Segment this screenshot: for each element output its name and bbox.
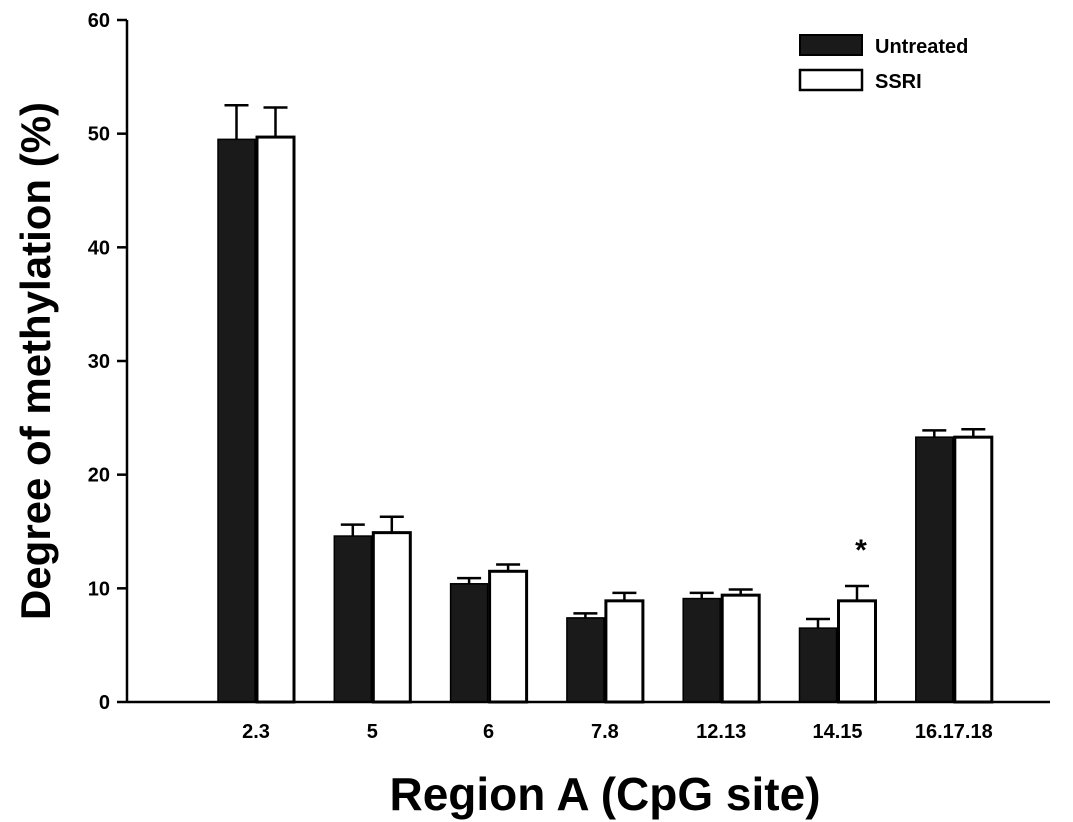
legend-swatch-untreated (799, 34, 863, 56)
y-tick-label: 0 (99, 692, 110, 714)
bars-layer (217, 135, 994, 704)
x-tick-label: 5 (367, 721, 378, 743)
x-tick-label: 12.13 (696, 721, 746, 743)
bar-ssri-12-13 (720, 593, 761, 704)
bar-ssri-2-3 (255, 135, 296, 704)
bar-ssri-7-8 (604, 599, 645, 704)
y-axis-title: Degree of methylation (%) (12, 102, 59, 620)
y-tick-label: 50 (88, 124, 110, 146)
bar-ssri-6 (488, 569, 529, 704)
y-tick-label: 60 (88, 10, 110, 32)
bar-ssri-14-15 (837, 599, 877, 704)
x-tick-label: 2.3 (242, 721, 270, 743)
legend-label-ssri: SSRI (875, 71, 922, 93)
x-ticks: 2.3 5 6 7.8 12.13 14.15 16.17.18 (242, 721, 993, 743)
bar-ssri-16-17-18 (953, 435, 994, 704)
legend-swatch-ssri (798, 68, 864, 92)
bar-untreated-16-17-18 (915, 436, 954, 703)
error-bars-layer (224, 104, 986, 629)
y-ticks: 0 10 20 30 40 50 60 (88, 10, 127, 714)
x-axis-title: Region A (CpG site) (389, 768, 820, 820)
significance-marker: * (855, 534, 867, 567)
y-tick-label: 30 (88, 351, 110, 373)
bar-untreated-12-13 (682, 597, 721, 703)
bar-untreated-2-3 (217, 138, 256, 703)
bar-ssri-5 (371, 531, 412, 704)
bar-untreated-14-15 (798, 627, 838, 703)
bar-untreated-7-8 (566, 617, 605, 703)
x-tick-label: 16.17.18 (915, 721, 993, 743)
annotations-layer: * (855, 534, 867, 567)
bar-untreated-6 (449, 583, 489, 703)
x-tick-label: 14.15 (812, 721, 862, 743)
x-tick-label: 7.8 (591, 721, 619, 743)
legend-label-untreated: Untreated (875, 36, 968, 58)
bar-untreated-5 (333, 535, 373, 703)
y-tick-label: 40 (88, 237, 110, 259)
legend: Untreated SSRI (798, 34, 968, 93)
y-tick-label: 10 (88, 578, 110, 600)
x-tick-label: 6 (483, 721, 494, 743)
y-tick-label: 20 (88, 465, 110, 487)
